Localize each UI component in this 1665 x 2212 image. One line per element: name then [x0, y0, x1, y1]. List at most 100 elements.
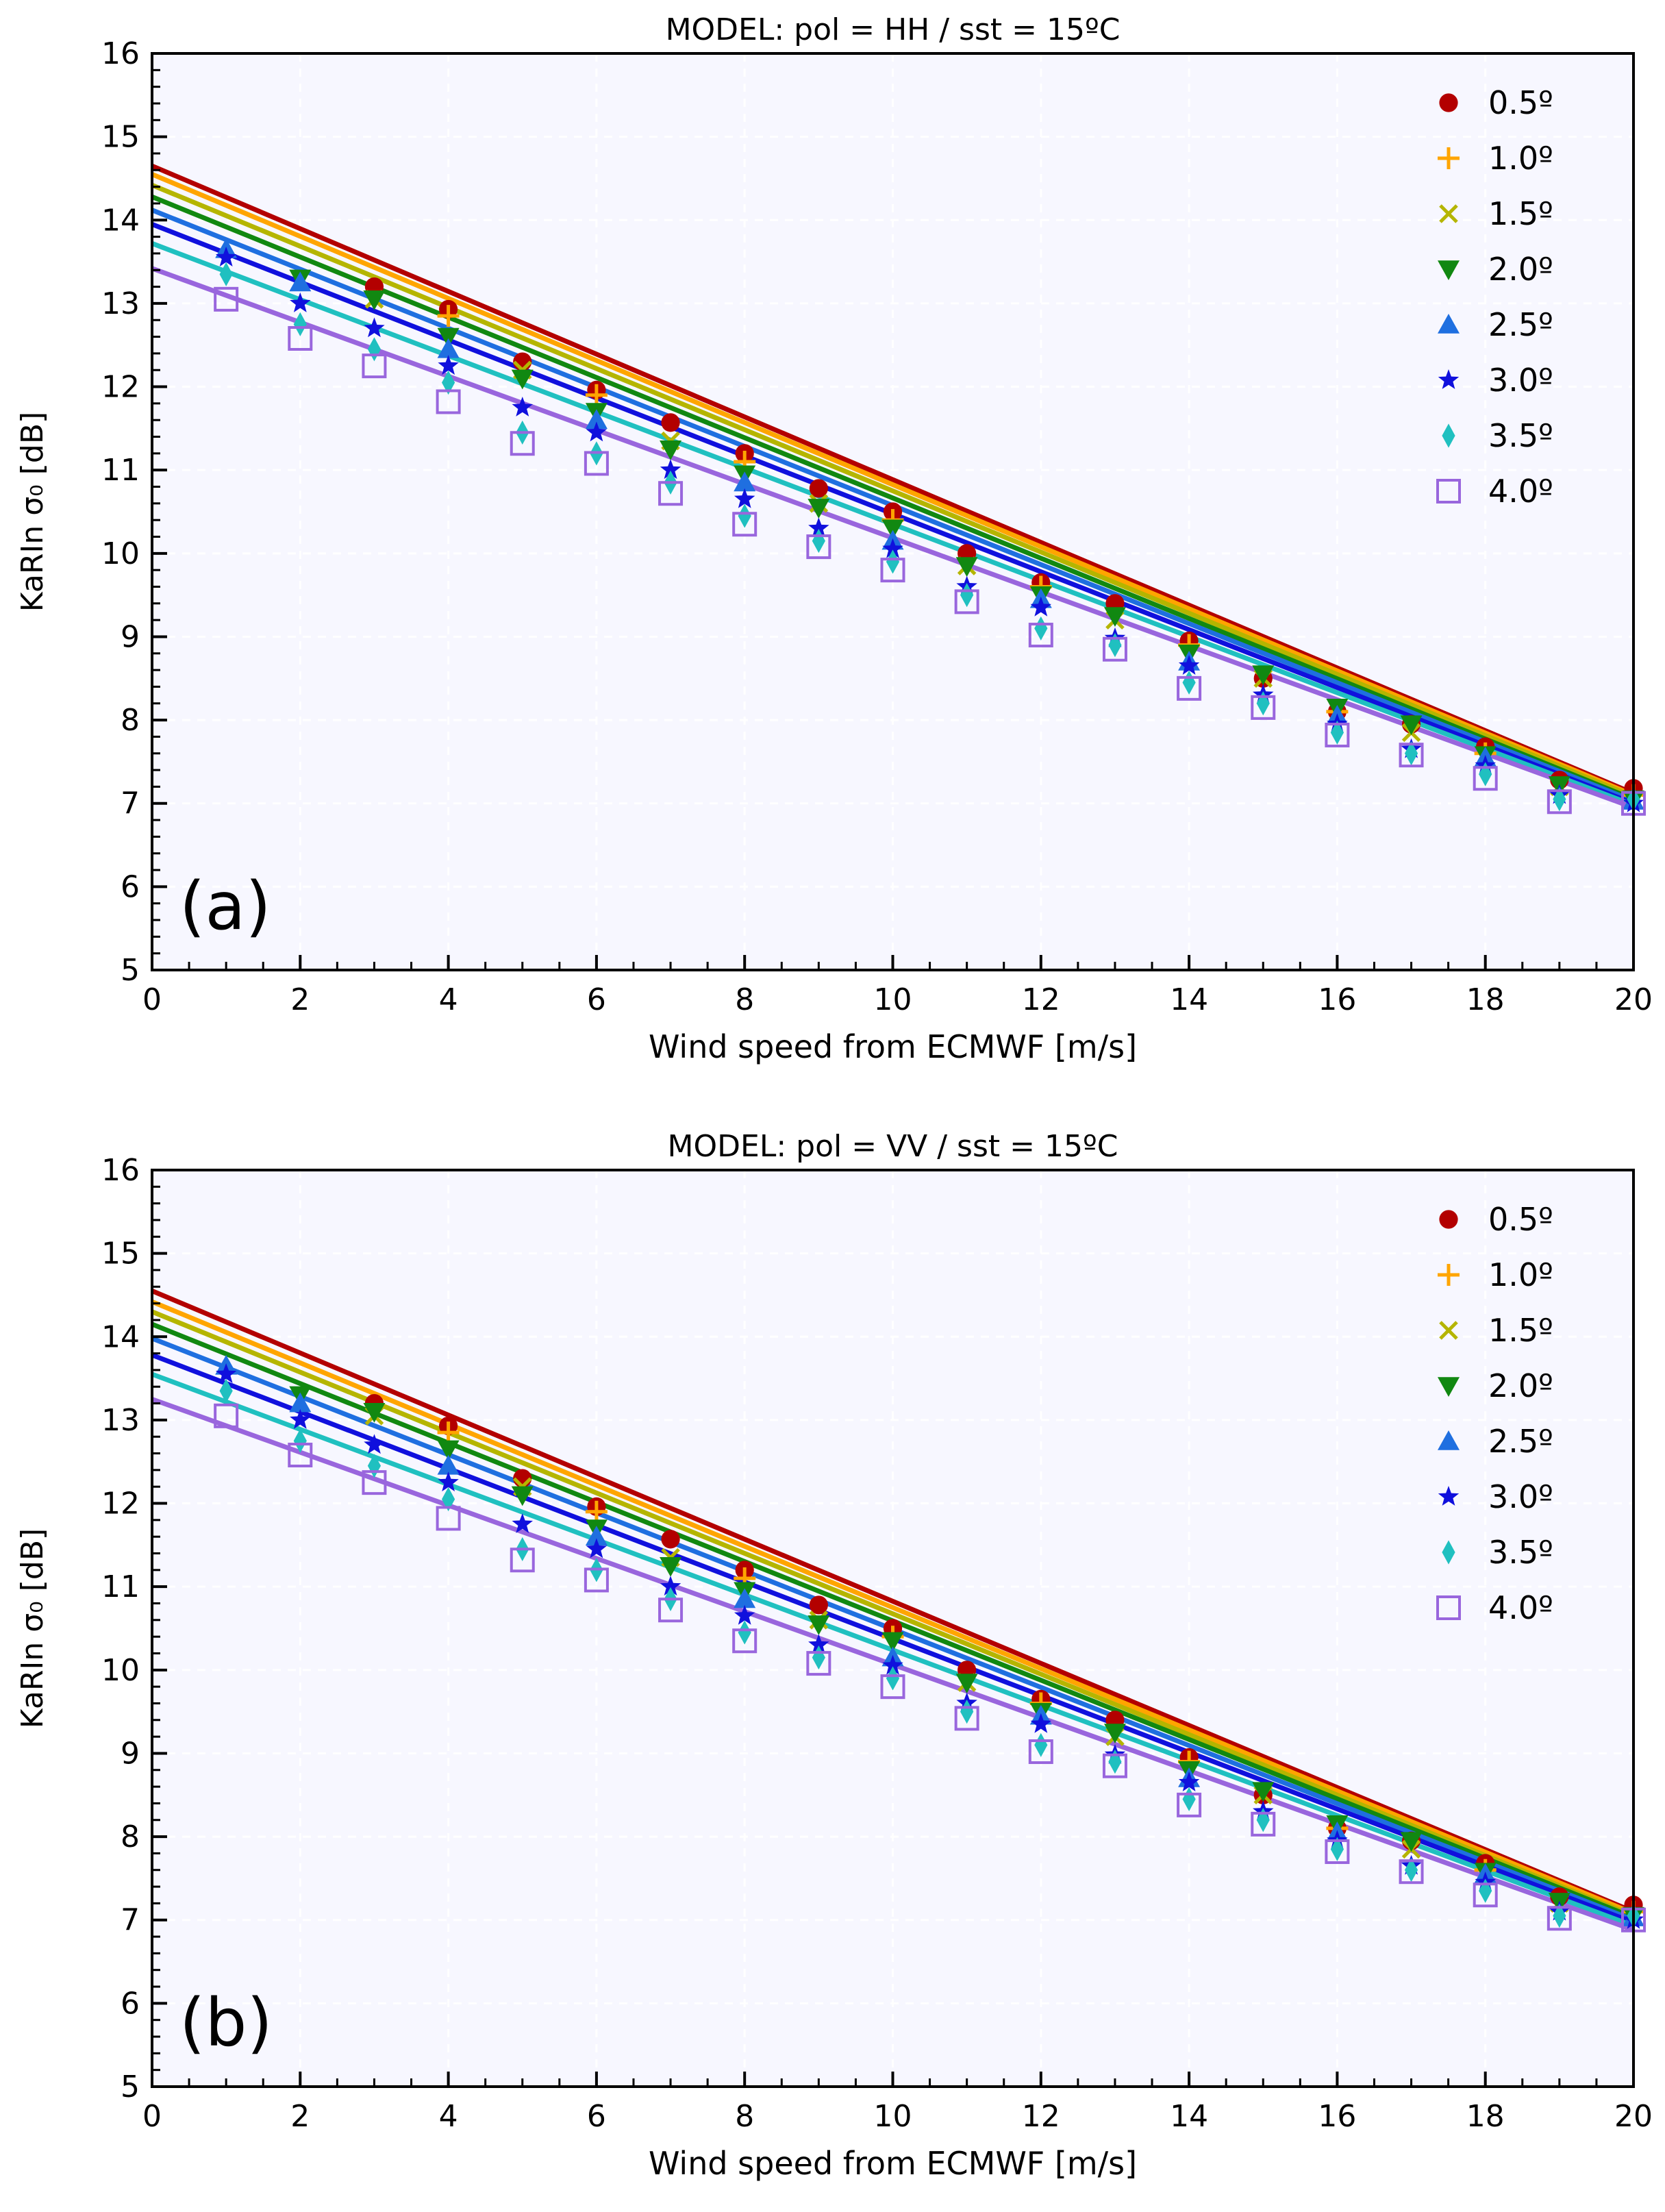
legend-entry: 2.5º: [1488, 1423, 1553, 1460]
x-tick-label: 20: [1614, 2099, 1653, 2134]
y-tick-label: 14: [101, 1319, 140, 1354]
legend-entry: 1.5º: [1488, 195, 1553, 232]
data-point: [1102, 1753, 1127, 1778]
x-tick-label: 10: [874, 2099, 912, 2134]
y-tick-label: 12: [101, 1487, 140, 1521]
data-point: [1028, 623, 1053, 648]
series-line-1: [151, 1299, 1635, 1916]
data-point: [438, 1471, 459, 1492]
y-tick-label: 6: [121, 869, 140, 904]
legend-marker: [1439, 93, 1458, 112]
data-point: [660, 459, 681, 480]
chart-title: MODEL: pol = HH / sst = 15ºC: [666, 12, 1121, 47]
y-tick-label: 6: [121, 1986, 140, 2021]
data-point: [954, 589, 979, 614]
data-point: [1252, 1782, 1275, 1802]
series-line-0: [151, 1289, 1635, 1914]
data-point: [214, 286, 239, 312]
data-point: [658, 1598, 684, 1623]
data-point: [809, 479, 828, 498]
x-tick-label: 18: [1466, 982, 1505, 1017]
y-tick-label: 7: [121, 1903, 140, 1938]
y-tick-label: 8: [121, 1819, 140, 1854]
data-point: [1325, 722, 1350, 747]
y-tick-label: 9: [121, 1736, 140, 1771]
data-point: [1034, 1732, 1048, 1757]
data-point: [219, 262, 233, 286]
legend-entry: 1.0º: [1488, 1256, 1553, 1293]
data-point: [1178, 655, 1200, 675]
data-point: [1404, 1858, 1418, 1882]
legend-entry: 3.0º: [1488, 1478, 1553, 1515]
legend-marker: [1442, 423, 1455, 448]
data-point: [660, 440, 682, 460]
panel-label: (a): [179, 868, 271, 945]
x-tick-label: 16: [1318, 982, 1356, 1017]
data-point: [364, 1434, 385, 1454]
data-point: [585, 409, 608, 429]
data-point: [584, 1567, 609, 1593]
data-point: [293, 1428, 307, 1453]
data-point: [363, 290, 386, 310]
legend-marker: [1442, 1540, 1455, 1565]
series-line-0: [151, 163, 1635, 796]
data-point: [362, 353, 387, 379]
legend: 0.5º 1.0º 1.5º 2.0º 2.5º 3.0º 3.5º 4.0º: [1436, 1201, 1553, 1626]
legend-entry: 0.5º: [1488, 1201, 1553, 1238]
data-point: [437, 338, 460, 358]
y-tick-label: 13: [101, 1403, 140, 1438]
y-tick-label: 11: [101, 453, 140, 488]
y-tick-label: 10: [101, 1653, 140, 1688]
data-point: [1030, 596, 1051, 617]
y-axis-label: KaRIn σ₀ [dB]: [15, 412, 50, 612]
data-point: [215, 1363, 237, 1383]
data-point: [1251, 695, 1276, 720]
data-point: [437, 1421, 460, 1444]
data-point: [1325, 1839, 1350, 1864]
legend-marker: [1438, 1377, 1460, 1397]
y-tick-label: 5: [121, 953, 140, 988]
data-point: [960, 1700, 974, 1724]
data-point: [660, 1556, 682, 1577]
data-point: [512, 1513, 533, 1533]
legend-marker: [1438, 314, 1460, 334]
data-point: [1399, 1859, 1424, 1885]
data-point: [511, 369, 534, 390]
legend-entry: 2.5º: [1488, 306, 1553, 343]
x-tick-label: 14: [1170, 2099, 1208, 2134]
y-tick-label: 13: [101, 286, 140, 321]
grid: [152, 1170, 1633, 2087]
chart-panel-b: 0 2 4 6 8 10 12 14 16 18 20 5 6 7 8 9 10 11 12 13 14 15 16 MODE…: [15, 1129, 1653, 2182]
data-point: [1399, 743, 1424, 768]
chart-panel-a: 0 2 4 6 8 10 12 14 16 18 20 5 6 7 8 9 10 11 12 13 14 15 16 MODE…: [15, 12, 1653, 1065]
legend: 0.5º 1.0º 1.5º 2.0º 2.5º 3.0º 3.5º 4.0º: [1436, 84, 1553, 510]
series-markers-7: [214, 286, 1646, 816]
data-point: [658, 481, 684, 506]
x-tick-label: 12: [1022, 982, 1060, 1017]
data-point: [960, 583, 974, 608]
y-tick-label: 8: [121, 703, 140, 738]
legend-entry: 3.5º: [1488, 1534, 1553, 1571]
x-tick-label: 2: [290, 982, 310, 1017]
y-axis-label: KaRIn σ₀ [dB]: [15, 1528, 50, 1728]
legend-entry: 4.0º: [1488, 1589, 1553, 1626]
data-point: [808, 1634, 829, 1654]
data-point: [510, 1548, 535, 1573]
data-point: [806, 534, 831, 560]
chart-title: MODEL: pol = VV / sst = 15ºC: [668, 1129, 1118, 1164]
data-point: [734, 488, 755, 508]
data-point: [585, 1526, 608, 1545]
data-point: [362, 1470, 387, 1495]
data-point: [1034, 616, 1048, 641]
data-point: [738, 1620, 751, 1645]
x-tick-label: 6: [587, 982, 606, 1017]
x-tick-label: 0: [142, 982, 162, 1017]
legend-entry: 1.0º: [1488, 140, 1553, 177]
legend-entry: 4.0º: [1488, 473, 1553, 510]
data-point: [880, 558, 905, 583]
data-point: [437, 1454, 460, 1475]
data-point: [436, 1506, 461, 1531]
x-tick-label: 4: [439, 982, 458, 1017]
data-point: [214, 1403, 239, 1428]
